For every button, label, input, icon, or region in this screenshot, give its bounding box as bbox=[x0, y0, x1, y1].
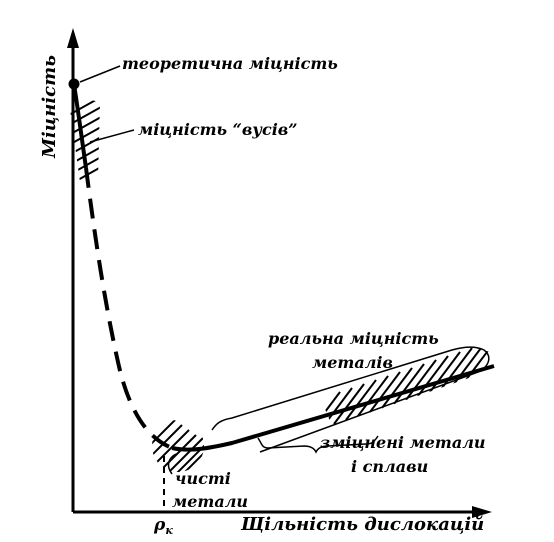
theoretical-strength-point bbox=[68, 78, 80, 90]
hardened-metals-label-line1: зміцнені метали bbox=[320, 433, 486, 452]
whisker-leader bbox=[89, 129, 135, 143]
x-axis-arrowhead bbox=[472, 506, 492, 518]
y-axis-label: Міцність bbox=[39, 55, 60, 159]
theoretical-leader bbox=[79, 65, 121, 83]
x-axis-label: Щільність дислокацій bbox=[240, 514, 484, 535]
pure-metals-label-line1: чисті bbox=[175, 469, 231, 488]
pure-metals-label-line2: метали bbox=[172, 492, 248, 511]
pure-metals-leader bbox=[167, 453, 177, 475]
whisker-hatching bbox=[68, 95, 100, 182]
hardened-metals-label-line2: і сплави bbox=[351, 457, 428, 476]
dashed-curve bbox=[84, 167, 173, 450]
real-strength-line bbox=[171, 364, 495, 452]
y-axis-arrowhead bbox=[67, 28, 79, 48]
real-strength-label-line2: металів bbox=[312, 353, 393, 372]
x-tick-label: ρк bbox=[153, 515, 173, 537]
real-strength-brace bbox=[211, 346, 490, 453]
theoretical-strength-label: теоретична міцність bbox=[122, 54, 338, 73]
whisker-curve-segment bbox=[72, 83, 88, 169]
hardened-brace bbox=[257, 435, 379, 454]
hardened-metals-hatching bbox=[318, 346, 490, 426]
real-strength-label-line1: реальна міцність bbox=[268, 329, 439, 348]
whisker-strength-label: міцність “вусів” bbox=[138, 120, 298, 139]
